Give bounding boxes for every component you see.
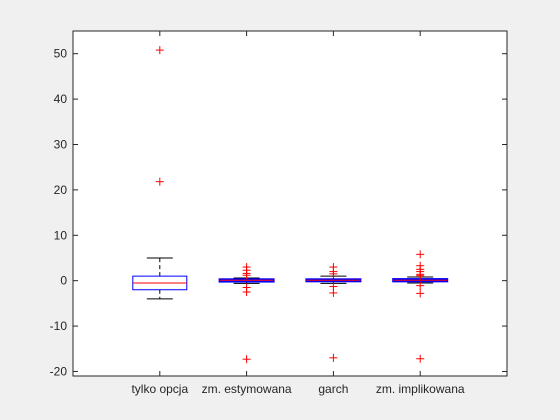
axes-frame <box>72 30 508 377</box>
outlier-marker <box>416 250 425 259</box>
outlier-marker <box>416 289 425 298</box>
y-tick-label: 40 <box>54 92 68 106</box>
y-tick-label: 50 <box>54 47 68 61</box>
x-axis-ticks: tylko opcja zm. estymowana garch zm. implik… <box>131 31 465 396</box>
box-4 <box>392 250 449 363</box>
x-tick-label: tylko opcja <box>131 382 188 396</box>
y-tick-label: 10 <box>54 228 68 242</box>
box-2 <box>218 263 275 364</box>
y-tick-label: 0 <box>60 274 67 288</box>
y-tick-label: 20 <box>54 183 68 197</box>
axes-background <box>73 31 507 376</box>
y-tick-label: -10 <box>50 319 68 333</box>
x-tick-label: garch <box>318 382 348 396</box>
outlier-marker <box>242 271 251 280</box>
box-3 <box>305 263 362 362</box>
outlier-marker <box>242 288 251 297</box>
outlier-marker <box>329 353 338 362</box>
outlier-marker <box>416 354 425 363</box>
outlier-marker <box>329 269 338 278</box>
box-1 <box>132 46 188 300</box>
outlier-marker <box>155 177 164 186</box>
outlier-marker <box>155 46 164 55</box>
x-tick-label: zm. estymowana <box>202 382 292 396</box>
outlier-marker <box>416 271 425 280</box>
outlier-marker <box>329 288 338 297</box>
x-tick-label: zm. implikowana <box>376 382 465 396</box>
box-series <box>132 46 449 364</box>
y-axis-ticks: -20 -10 0 10 20 30 40 50 <box>50 47 507 378</box>
outlier-marker <box>242 355 251 364</box>
y-tick-label: 30 <box>54 137 68 151</box>
y-tick-label: -20 <box>50 364 68 378</box>
outlier-marker <box>416 281 425 290</box>
